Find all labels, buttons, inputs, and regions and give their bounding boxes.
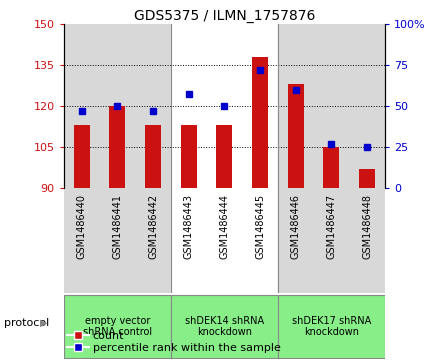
Bar (323, 147, 340, 188)
Bar (64, 24, 99, 188)
Bar (135, 24, 171, 188)
Bar (135, 188, 171, 293)
Text: GSM1486445: GSM1486445 (255, 194, 265, 259)
Title: GDS5375 / ILMN_1757876: GDS5375 / ILMN_1757876 (134, 9, 315, 23)
Text: protocol: protocol (4, 318, 50, 328)
FancyBboxPatch shape (171, 295, 278, 358)
Bar (64, 188, 99, 293)
Bar (145, 125, 161, 188)
Bar (288, 84, 304, 188)
Text: GSM1486447: GSM1486447 (326, 194, 337, 259)
Bar (171, 24, 206, 188)
FancyBboxPatch shape (64, 295, 171, 358)
FancyBboxPatch shape (278, 295, 385, 358)
Text: GSM1486444: GSM1486444 (220, 194, 229, 259)
Legend: count, percentile rank within the sample: count, percentile rank within the sample (63, 326, 285, 358)
Bar (181, 125, 197, 188)
Text: GSM1486440: GSM1486440 (77, 194, 87, 259)
Bar (252, 57, 268, 188)
Bar (278, 24, 314, 188)
Bar (99, 188, 135, 293)
Text: empty vector
shRNA control: empty vector shRNA control (83, 315, 152, 337)
Bar (278, 188, 314, 293)
Bar (73, 125, 90, 188)
Bar (171, 188, 206, 293)
Bar (206, 24, 242, 188)
Bar (216, 125, 232, 188)
Text: shDEK17 shRNA
knockdown: shDEK17 shRNA knockdown (292, 315, 371, 337)
Bar (359, 169, 375, 188)
Text: GSM1486448: GSM1486448 (362, 194, 372, 259)
Bar (109, 106, 125, 188)
Bar (349, 24, 385, 188)
Bar (242, 24, 278, 188)
Text: ▶: ▶ (40, 318, 47, 328)
Text: GSM1486442: GSM1486442 (148, 194, 158, 259)
Text: GSM1486446: GSM1486446 (291, 194, 301, 259)
Text: GSM1486443: GSM1486443 (184, 194, 194, 259)
Text: shDEK14 shRNA
knockdown: shDEK14 shRNA knockdown (185, 315, 264, 337)
Bar (314, 188, 349, 293)
Text: GSM1486441: GSM1486441 (112, 194, 122, 259)
Bar (206, 188, 242, 293)
Bar (242, 188, 278, 293)
Bar (314, 24, 349, 188)
Bar (349, 188, 385, 293)
Bar (99, 24, 135, 188)
